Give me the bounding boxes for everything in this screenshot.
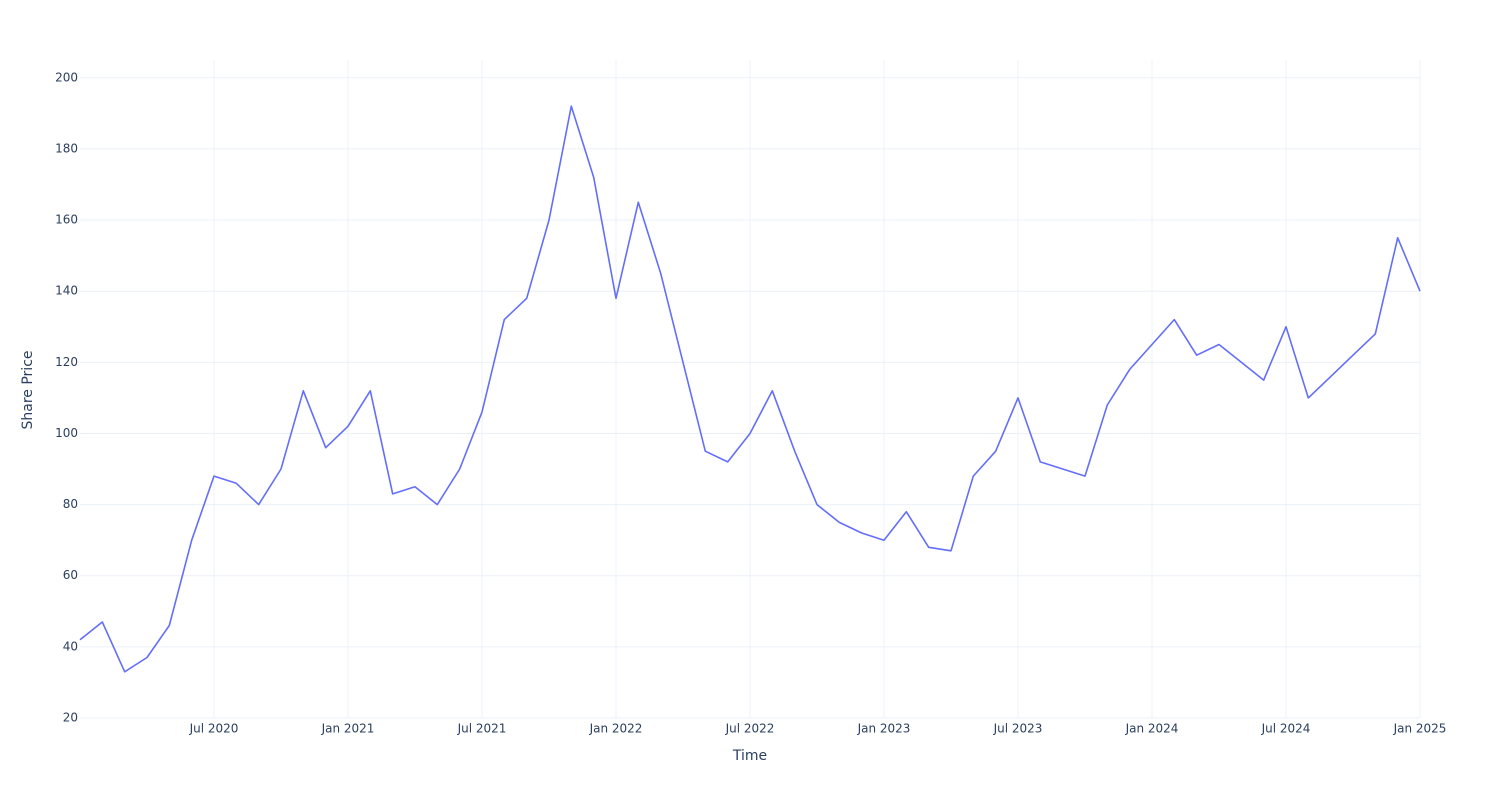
y-tick-label: 180 — [55, 141, 78, 155]
x-tick-label: Jan 2023 — [857, 722, 911, 736]
y-tick-label: 160 — [55, 213, 78, 227]
y-tick-label: 40 — [63, 639, 78, 653]
x-tick-label: Jul 2023 — [993, 722, 1043, 736]
y-tick-label: 100 — [55, 426, 78, 440]
price-line — [79, 105, 1421, 673]
x-tick-label: Jul 2022 — [725, 722, 775, 736]
x-tick-label: Jul 2021 — [457, 722, 507, 736]
x-tick-label: Jan 2022 — [589, 722, 643, 736]
y-tick-label: 120 — [55, 355, 78, 369]
x-tick-label: Jul 2024 — [1261, 722, 1311, 736]
x-tick-label: Jan 2024 — [1125, 722, 1179, 736]
y-tick-label: 80 — [63, 497, 78, 511]
x-axis-title: Time — [732, 748, 767, 764]
x-tick-label: Jan 2025 — [1393, 722, 1447, 736]
x-tick-label: Jul 2020 — [189, 722, 239, 736]
y-tick-label: 140 — [55, 284, 78, 298]
x-tick-label: Jan 2021 — [321, 722, 375, 736]
y-axis-title: Share Price — [20, 350, 36, 429]
y-tick-label: 60 — [63, 568, 78, 582]
y-tick-label: 200 — [55, 70, 78, 84]
y-tick-label: 20 — [63, 711, 78, 725]
